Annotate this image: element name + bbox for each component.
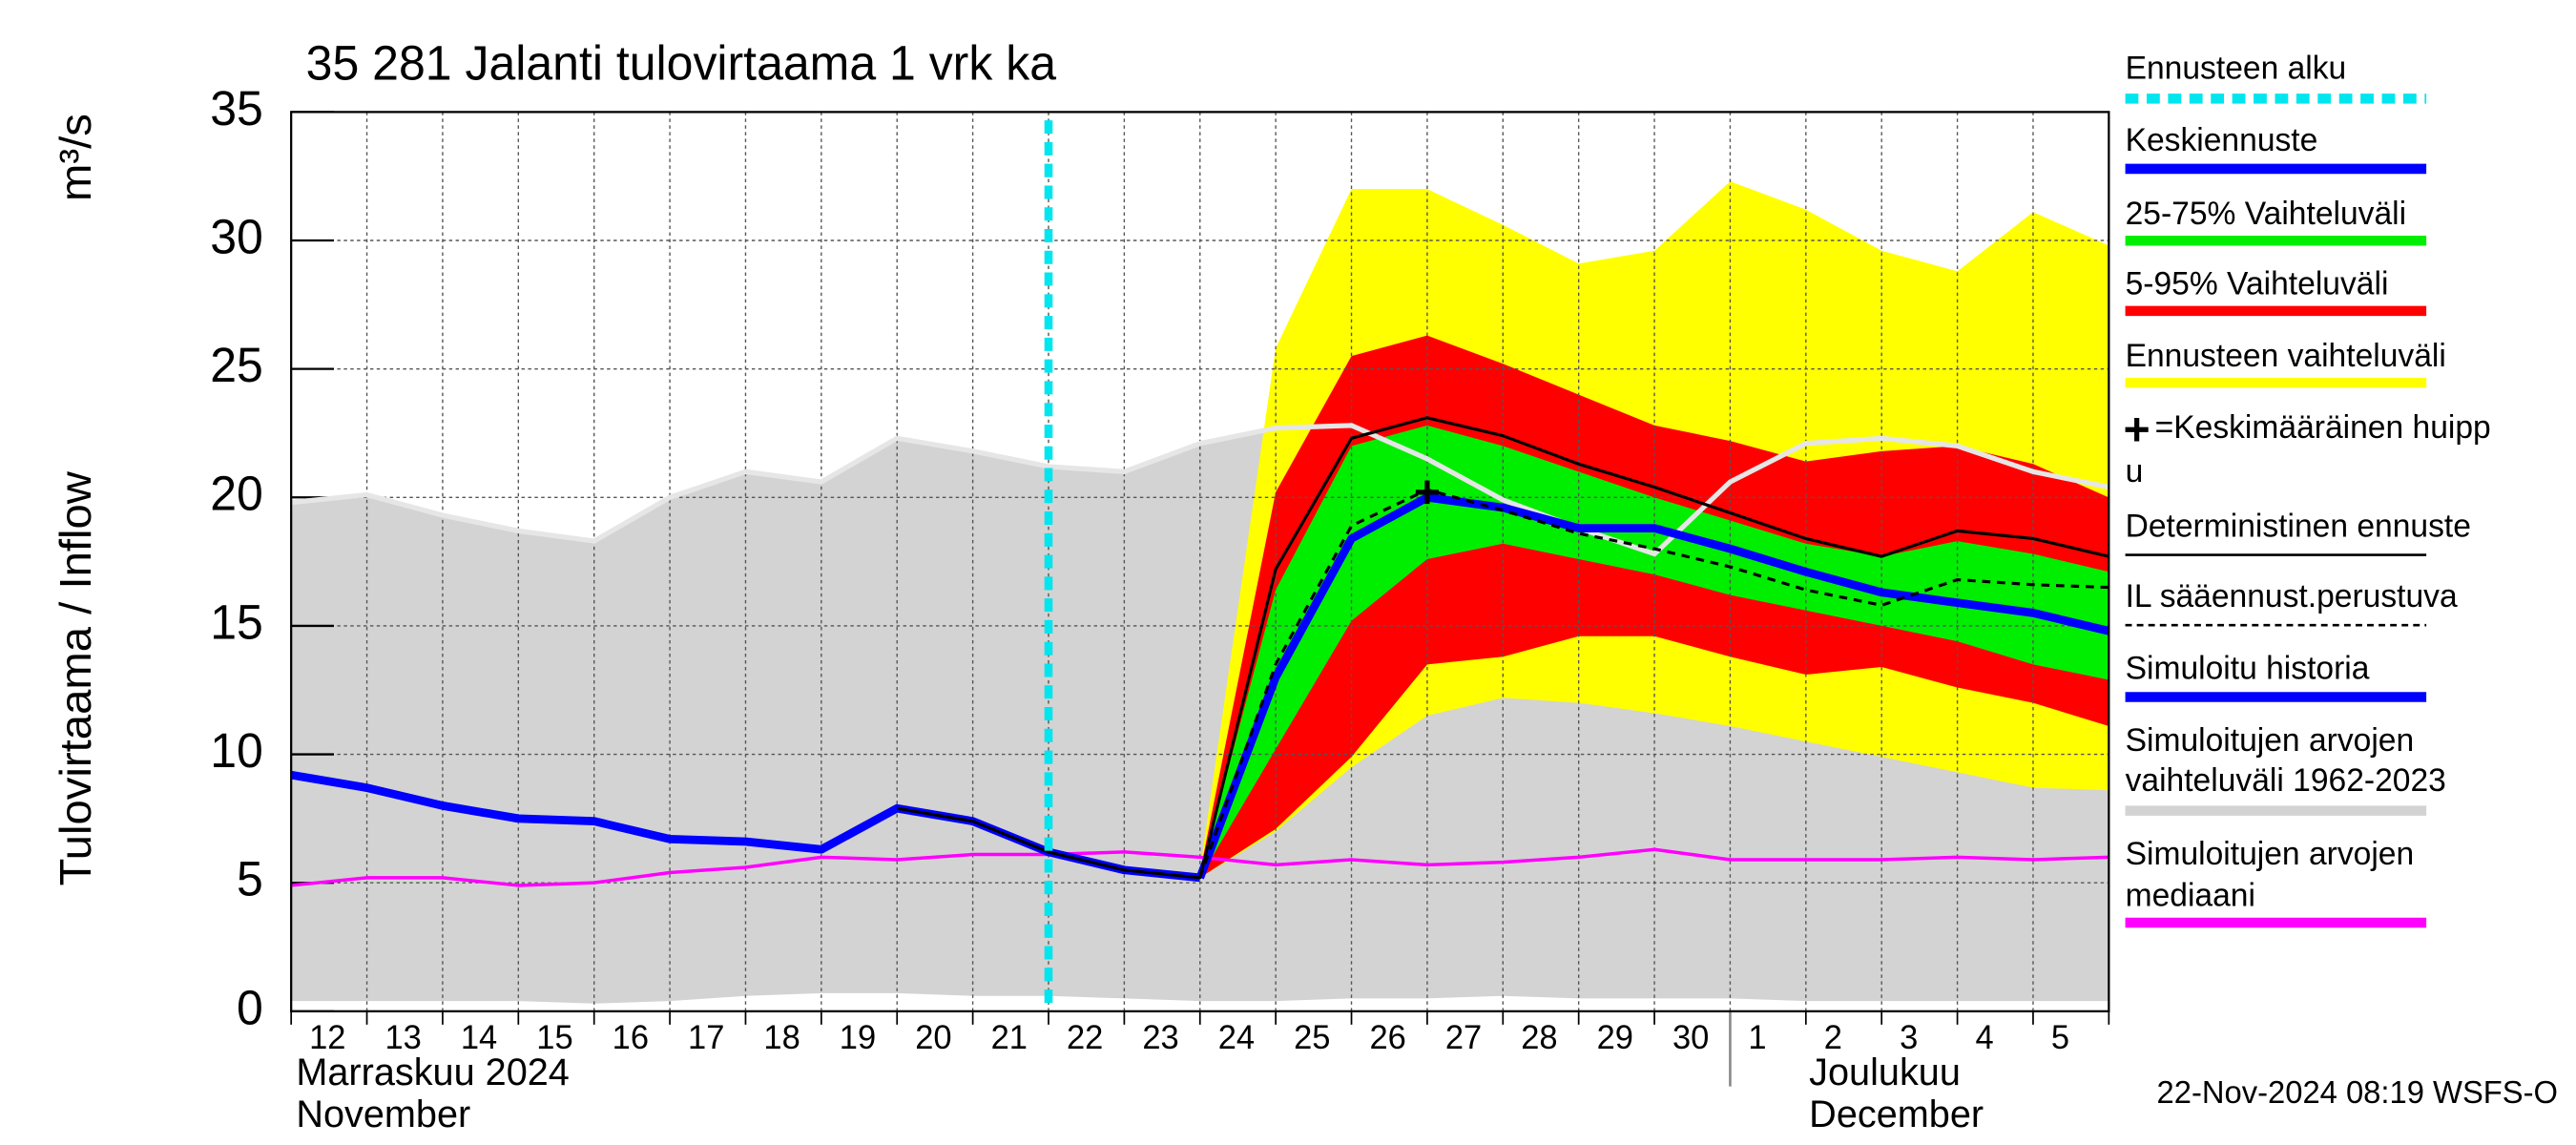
x-tick-label: 26 bbox=[1369, 1020, 1405, 1056]
legend-label: mediaani bbox=[2126, 878, 2255, 914]
month-label: Marraskuu 2024 bbox=[296, 1051, 570, 1093]
x-tick-label: 22 bbox=[1067, 1020, 1103, 1056]
legend-label: Simuloitujen arvojen bbox=[2126, 722, 2415, 759]
y-tick-label: 20 bbox=[210, 466, 263, 520]
x-tick-label: 30 bbox=[1672, 1020, 1709, 1056]
x-tick-label: 25 bbox=[1294, 1020, 1330, 1056]
legend-label: Ennusteen vaihteluväli bbox=[2126, 338, 2446, 374]
range-band bbox=[1199, 425, 2109, 878]
range-edge bbox=[290, 423, 2109, 557]
legend-label: Deterministinen ennuste bbox=[2126, 508, 2471, 544]
x-tick-label: 18 bbox=[763, 1020, 800, 1056]
x-tick-label: 4 bbox=[1976, 1020, 1994, 1056]
legend-label: IL sääennust.perustuva bbox=[2126, 578, 2458, 614]
x-tick-label: 2 bbox=[1824, 1020, 1842, 1056]
legend-label: Simuloitujen arvojen bbox=[2126, 836, 2415, 872]
month-label: Joulukuu bbox=[1809, 1051, 1961, 1093]
legend-label: Keskiennuste bbox=[2126, 122, 2318, 158]
legend-label: 5-95% Vaihteluväli bbox=[2126, 265, 2389, 302]
y-tick-label: 10 bbox=[210, 723, 263, 778]
x-tick-label: 23 bbox=[1142, 1020, 1178, 1056]
series-line bbox=[1198, 488, 2109, 879]
y-tick-label: 30 bbox=[210, 209, 263, 263]
x-tick-label: 17 bbox=[688, 1020, 724, 1056]
y-axis-label: m³/s bbox=[51, 114, 100, 201]
y-tick-label: 0 bbox=[237, 980, 263, 1034]
x-tick-label: 21 bbox=[991, 1020, 1028, 1056]
x-tick-label: 16 bbox=[613, 1020, 649, 1056]
legend-label: Ennusteen alku bbox=[2126, 50, 2347, 86]
x-tick-label: 27 bbox=[1445, 1020, 1482, 1056]
x-tick-label: 5 bbox=[2051, 1020, 2069, 1056]
x-tick-label: 29 bbox=[1597, 1020, 1633, 1056]
y-tick-label: 25 bbox=[210, 338, 263, 392]
month-label: December bbox=[1809, 1093, 1984, 1135]
y-tick-label: 15 bbox=[210, 594, 263, 649]
legend-label: vaihteluväli 1962-2023 bbox=[2126, 762, 2446, 799]
x-tick-label: 15 bbox=[536, 1020, 572, 1056]
legend-swatch bbox=[2125, 417, 2149, 442]
plot-frame bbox=[290, 111, 2110, 1012]
x-tick-label: 20 bbox=[915, 1020, 951, 1056]
x-tick-label: 3 bbox=[1900, 1020, 1918, 1056]
legend-label: 25-75% Vaihteluväli bbox=[2126, 196, 2407, 232]
legend-label: =Keskimääräinen huipp bbox=[2155, 409, 2491, 446]
x-tick-label: 19 bbox=[840, 1020, 876, 1056]
footer: 22-Nov-2024 08:19 WSFS-O bbox=[2157, 1074, 2559, 1110]
y-axis-label: Tulovirtaama / Inflow bbox=[51, 471, 100, 886]
x-tick-label: 28 bbox=[1521, 1020, 1557, 1056]
series-line bbox=[291, 847, 2109, 887]
legend-label: Simuloitu historia bbox=[2126, 650, 2370, 686]
legend-label: u bbox=[2126, 453, 2144, 489]
series-line bbox=[896, 416, 2109, 880]
peak-marker bbox=[1415, 480, 1439, 505]
x-tick-label: 1 bbox=[1748, 1020, 1766, 1056]
x-tick-label: 13 bbox=[385, 1020, 422, 1056]
series-line bbox=[1195, 492, 2110, 880]
chart-title: 35 281 Jalanti tulovirtaama 1 vrk ka bbox=[306, 35, 1057, 90]
y-tick-label: 5 bbox=[237, 851, 263, 906]
x-tick-label: 12 bbox=[309, 1020, 345, 1056]
x-tick-label: 24 bbox=[1218, 1020, 1255, 1056]
y-tick-label: 35 bbox=[210, 80, 263, 135]
month-label: November bbox=[296, 1093, 470, 1135]
x-tick-label: 14 bbox=[461, 1020, 497, 1056]
